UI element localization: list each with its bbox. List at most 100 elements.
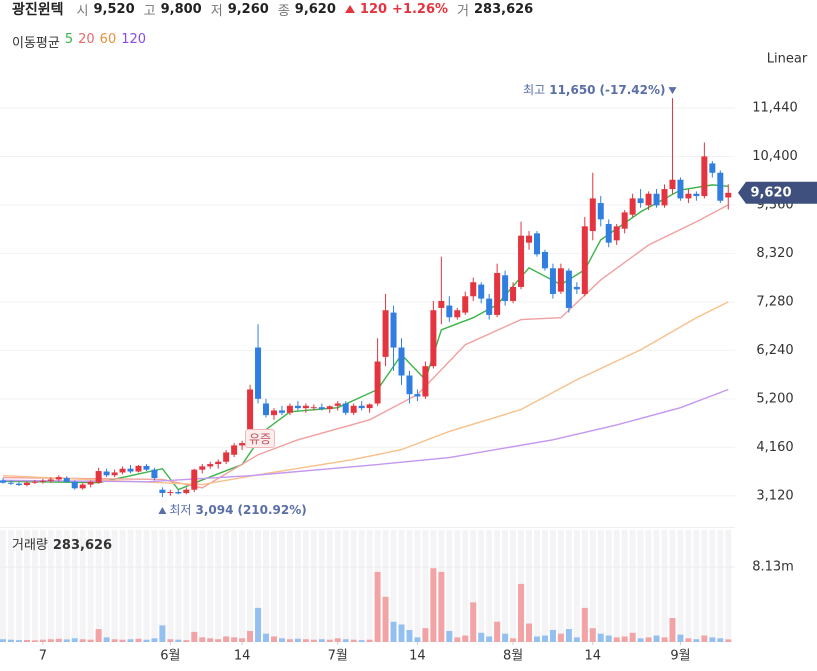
volume-bg — [533, 530, 540, 642]
volume-bg — [215, 530, 222, 642]
candle-body — [486, 298, 493, 315]
low-value: 9,260 — [227, 1, 269, 17]
volume-bar — [270, 636, 277, 642]
last-price-label: 9,620 — [750, 185, 791, 200]
candle-body — [263, 403, 270, 416]
volume-bg — [717, 530, 724, 642]
candle-body — [669, 179, 676, 190]
ma-line — [2, 388, 729, 483]
volume-bg — [135, 530, 142, 642]
candle-body — [478, 284, 485, 299]
volume-bar — [677, 634, 684, 642]
x-tick-label: 14 — [585, 649, 602, 664]
volume-bar — [135, 638, 142, 642]
y-tick-label: 8,320 — [756, 246, 793, 261]
volume-bar — [223, 636, 230, 642]
volume-bar — [175, 639, 182, 642]
volume-bg — [0, 530, 6, 642]
volume-last: 283,626 — [53, 538, 112, 553]
change: 120 — [359, 1, 388, 17]
candle-body — [270, 410, 277, 416]
candle-body — [79, 484, 86, 489]
volume-bar — [573, 637, 580, 642]
volume-bar — [581, 607, 588, 642]
candle-body — [382, 310, 389, 357]
volume-bg — [454, 530, 461, 642]
volume-bg — [326, 530, 333, 642]
volume-bg — [565, 530, 572, 642]
volume-bg — [47, 530, 54, 642]
volume-bar — [207, 638, 214, 642]
low-change: (210.92%) — [237, 502, 306, 516]
volume-bar — [286, 639, 293, 642]
volume-bar — [669, 618, 676, 642]
volume-bar — [159, 625, 166, 642]
volume-bg — [31, 530, 38, 642]
candle-body — [366, 404, 373, 409]
stock-name: 광진윈텍 — [12, 2, 64, 18]
y-tick-label: 5,200 — [756, 391, 793, 406]
candle-body — [39, 480, 46, 482]
volume-bar — [342, 639, 349, 642]
candle-body — [390, 312, 397, 348]
candle-body — [438, 300, 445, 308]
volume-bar — [438, 571, 445, 642]
candle-body — [175, 492, 182, 494]
volume-bg — [358, 530, 365, 642]
volume-bg — [270, 530, 277, 642]
volume-bar — [597, 633, 604, 642]
volume-bar — [111, 639, 118, 642]
high-change: (-17.42%) — [600, 83, 666, 97]
volume-bar — [717, 638, 724, 642]
volume-bg — [621, 530, 628, 642]
volume-bar — [430, 568, 437, 642]
volume-bar — [589, 628, 596, 642]
volume-bar — [709, 637, 716, 642]
volume-bg — [693, 530, 700, 642]
x-tick-label: 9월 — [670, 649, 690, 664]
candle-body — [71, 481, 78, 489]
candle-body — [231, 445, 238, 455]
volume-bar — [494, 621, 501, 642]
volume-value: 283,626 — [474, 1, 534, 17]
candle-body — [358, 405, 365, 409]
volume-bar — [7, 639, 14, 642]
volume-bar — [55, 638, 62, 642]
volume-bar — [693, 639, 700, 642]
volume-bar — [183, 640, 190, 642]
candle-body — [294, 405, 301, 409]
volume-bg — [637, 530, 644, 642]
ma-legend-item: 120 — [121, 32, 147, 47]
volume-bar — [605, 635, 612, 642]
volume-bar — [318, 639, 325, 642]
volume-bar — [613, 637, 620, 642]
candle-body — [422, 366, 429, 397]
volume-bar — [231, 637, 238, 642]
ma-legend-item: 60 — [99, 32, 117, 47]
change-pct: +1.26% — [392, 1, 449, 17]
volume-title: 거래량 283,626 — [12, 538, 112, 553]
candle-body — [629, 198, 636, 215]
volume-bg — [645, 530, 652, 642]
volume-bar — [79, 639, 86, 642]
volume-bg — [143, 530, 150, 642]
volume-bg — [597, 530, 604, 642]
volume-bar — [502, 633, 509, 642]
candle-body — [502, 275, 509, 301]
volume-bar — [87, 639, 94, 642]
candle-body — [23, 482, 30, 486]
volume-bar — [470, 602, 477, 642]
volume-bg — [79, 530, 86, 642]
volume-bar — [637, 638, 644, 642]
volume-bg — [39, 530, 46, 642]
candle-body — [533, 233, 540, 255]
candle-body — [7, 482, 14, 484]
x-tick-label: 6월 — [160, 649, 180, 664]
volume-bg — [494, 530, 501, 642]
volume-bg — [119, 530, 126, 642]
candle-body — [247, 389, 254, 437]
candle-body — [111, 472, 118, 476]
candle-body — [87, 481, 94, 485]
volume-bg — [278, 530, 285, 642]
volume-title-text: 거래량 — [12, 538, 48, 553]
